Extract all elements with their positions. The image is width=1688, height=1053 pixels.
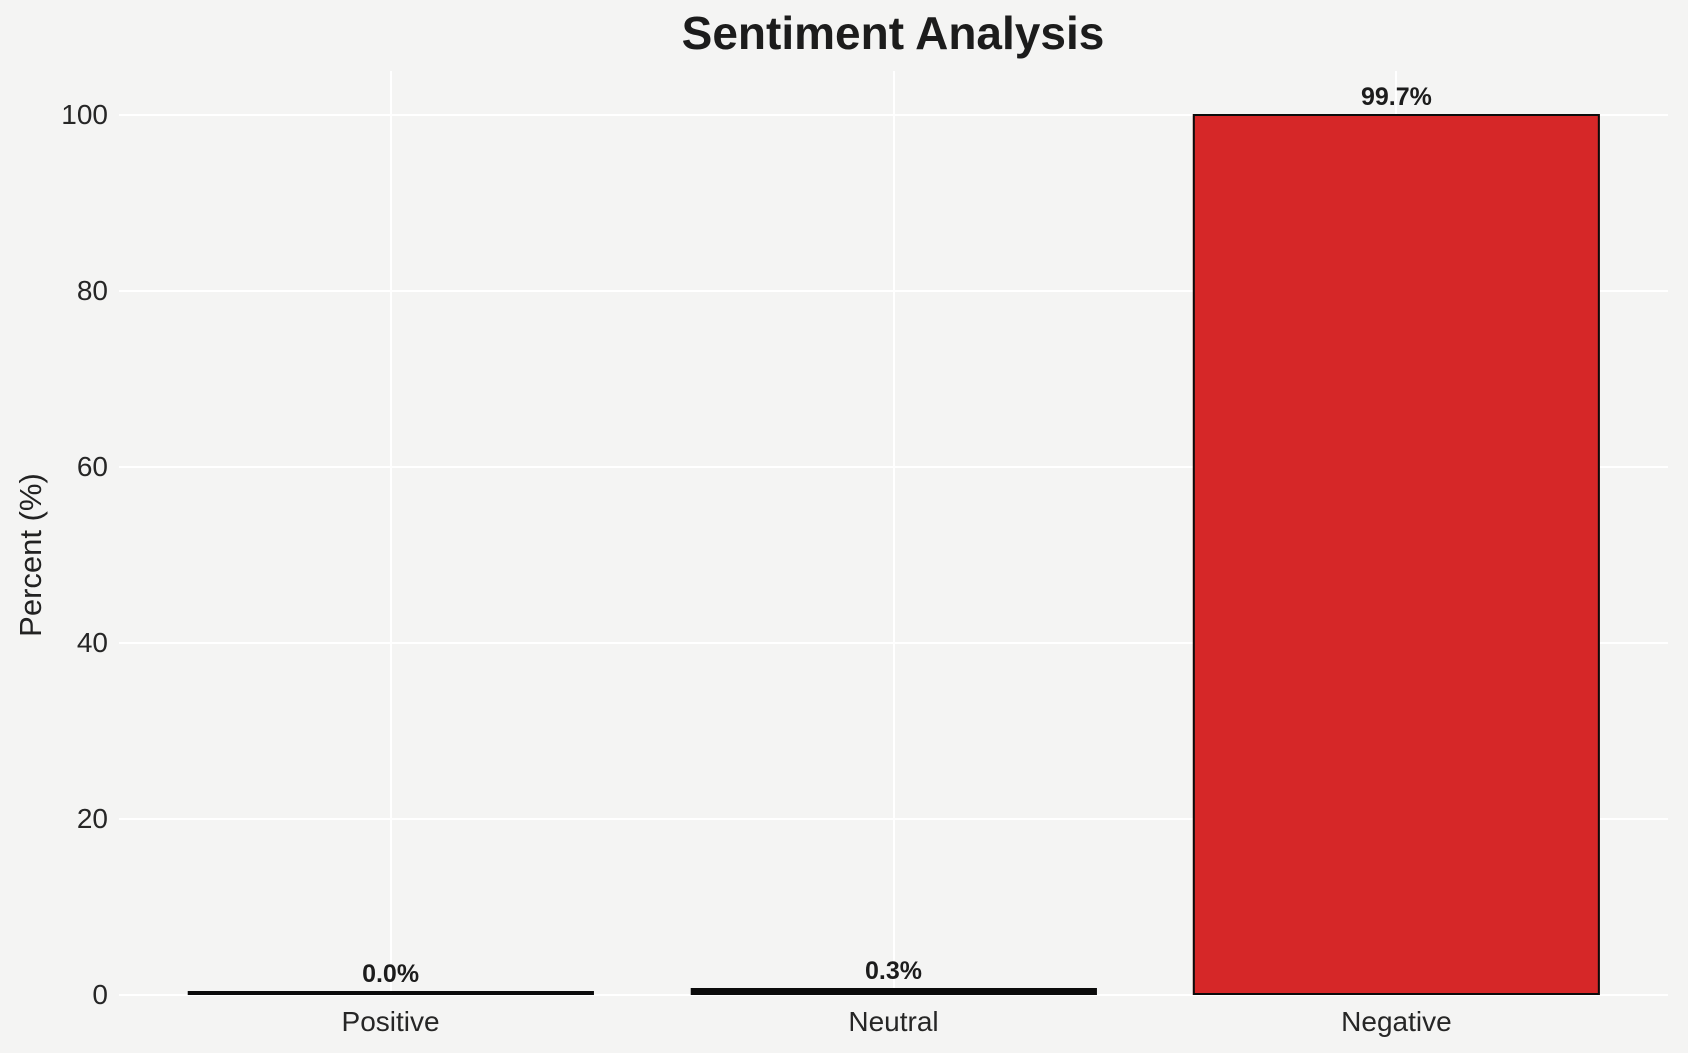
bar-positive [187,991,594,995]
y-tick-label: 100 [61,99,108,130]
y-tick-label: 20 [76,803,108,834]
bar-neutral [690,988,1097,995]
x-tick-label: Negative [1341,1006,1452,1037]
x-gridline [389,71,392,995]
bar-value-label: 0.0% [362,960,420,988]
chart-title: Sentiment Analysis [681,7,1105,59]
bar-value-label: 0.3% [865,957,922,986]
x-tick-label: Neutral [848,1006,939,1037]
x-gridline [892,71,895,995]
y-tick-label: 60 [76,451,108,482]
y-gridline [119,994,1668,996]
y-tick-label: 0 [92,979,108,1010]
y-tick-label: 40 [76,627,108,658]
x-tick-label: Positive [341,1006,440,1037]
y-axis-label: Percent (%) [13,473,48,637]
bar-value-label: 99.7% [1360,82,1432,111]
y-tick-label: 80 [76,275,108,306]
plot-area: 0 20 40 60 80 100 0.0% Positive 0.3% Neutral 99.7%… [61,71,1668,1036]
bar-negative [1193,113,1600,995]
